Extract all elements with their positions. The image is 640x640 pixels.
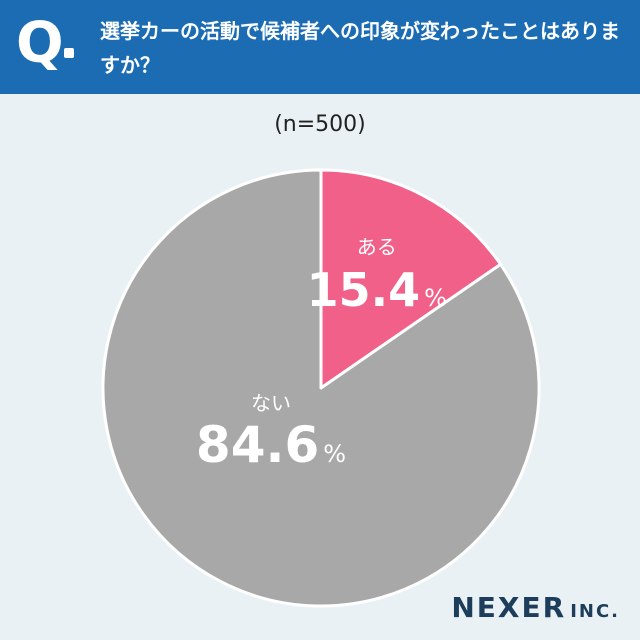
- logo-suffix: INC.: [570, 601, 620, 622]
- slice-value-label: 15.4%: [307, 263, 447, 317]
- nexer-logo: NEXER INC.: [451, 591, 620, 624]
- q-dot: [64, 48, 74, 58]
- q-mark: Q: [16, 11, 64, 76]
- slice-category-label: ある: [357, 235, 397, 259]
- question-text: 選挙カーの活動で候補者への印象が変わったことはありますか？: [100, 19, 620, 77]
- sample-size: (n=500): [274, 112, 366, 137]
- slice-category-label: ない: [251, 391, 291, 415]
- pie-slice-nai: [101, 168, 541, 608]
- logo-name: NEXER: [451, 591, 567, 624]
- question-header: Q 選挙カーの活動で候補者への印象が変わったことはありますか？: [0, 0, 640, 94]
- pie-slice-aru: [319, 168, 503, 390]
- slice-value-label: 84.6%: [196, 416, 346, 474]
